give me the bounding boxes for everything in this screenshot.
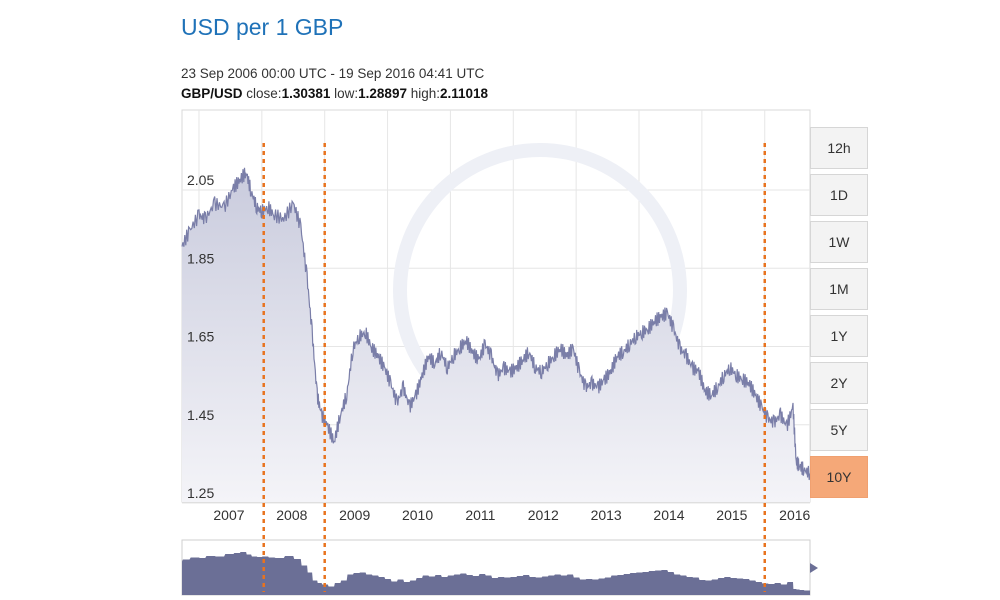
date-range: 23 Sep 2006 00:00 UTC - 19 Sep 2016 04:4…: [181, 66, 485, 81]
x-tick-label: 2011: [465, 507, 495, 523]
chart-title: USD per 1 GBP: [181, 14, 344, 40]
x-tick-label: 2016: [779, 507, 810, 523]
range-button-2y[interactable]: 2Y: [810, 362, 868, 404]
x-tick-label: 2008: [276, 507, 307, 523]
quote-close: 1.30381: [281, 86, 331, 101]
range-button-1m[interactable]: 1M: [810, 268, 868, 310]
navigator-area: [182, 552, 810, 595]
x-tick-label: 2012: [528, 507, 559, 523]
y-tick-label: 2.05: [187, 172, 214, 188]
x-tick-label: 2009: [339, 507, 370, 523]
quote-close-label: close:: [246, 86, 282, 101]
range-button-10y[interactable]: 10Y: [810, 456, 868, 498]
x-tick-label: 2015: [716, 507, 747, 523]
quote-line: GBP/USD close:1.30381 low:1.28897 high:2…: [181, 86, 488, 101]
y-tick-label: 1.45: [187, 407, 214, 423]
quote-low: 1.28897: [358, 86, 407, 101]
x-tick-label: 2010: [402, 507, 433, 523]
y-tick-label: 1.65: [187, 329, 214, 345]
quote-high-label: high:: [410, 86, 441, 101]
navigator-handle-icon[interactable]: [810, 563, 818, 573]
quote-pair: GBP/USD: [181, 86, 243, 101]
x-tick-label: 2014: [653, 507, 684, 523]
quote-high: 2.11018: [440, 86, 489, 101]
range-button-1y[interactable]: 1Y: [810, 315, 868, 357]
range-button-12h[interactable]: 12h: [810, 127, 868, 169]
range-button-1d[interactable]: 1D: [810, 174, 868, 216]
x-tick-label: 2013: [591, 507, 622, 523]
x-tick-label: 2007: [213, 507, 244, 523]
range-button-1w[interactable]: 1W: [810, 221, 868, 263]
y-tick-label: 1.25: [187, 485, 214, 501]
series-line: [181, 167, 811, 481]
quote-low-label: low:: [334, 86, 359, 101]
range-button-5y[interactable]: 5Y: [810, 409, 868, 451]
y-tick-label: 1.85: [187, 250, 214, 266]
